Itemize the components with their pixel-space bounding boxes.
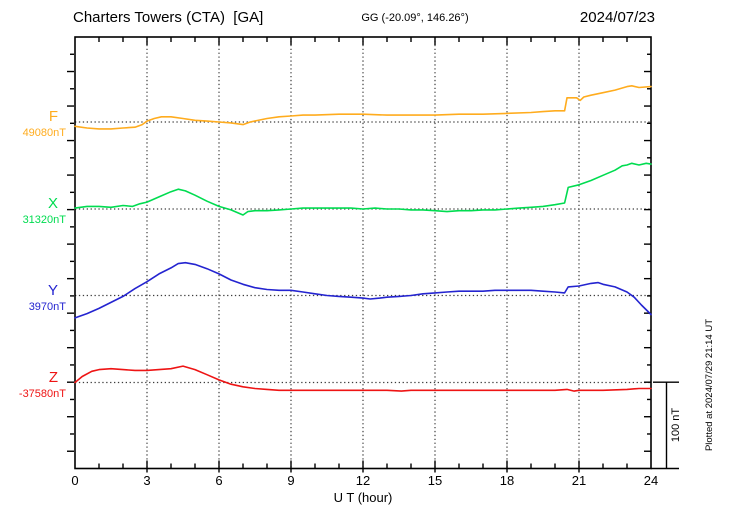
component-label-f: F 49080nT <box>23 109 66 139</box>
component-label-y: Y 3970nT <box>29 283 66 313</box>
plotted-at-timestamp: Plotted at 2024/07/29 21:14 UT <box>704 319 715 452</box>
component-label-x: X 31320nT <box>23 196 66 226</box>
component-baseline-value: 31320nT <box>22 214 66 226</box>
component-letter: F <box>48 108 58 125</box>
component-baseline-value: 49080nT <box>22 127 66 139</box>
x-axis-title: U T (hour) <box>333 490 393 505</box>
x-tick-label: 15 <box>427 473 443 488</box>
component-label-z: Z -37580nT <box>19 370 66 400</box>
geographic-coordinates: GG (-20.09°, 146.26°) <box>361 12 469 24</box>
station-title: Charters Towers (CTA) [GA] <box>73 9 264 26</box>
observation-date: 2024/07/23 <box>579 9 655 26</box>
x-tick-label: 0 <box>71 473 79 488</box>
component-baseline-value: -37580nT <box>18 387 66 400</box>
x-tick-label: 24 <box>643 473 659 488</box>
component-letter: Y <box>47 281 58 299</box>
x-tick-label: 3 <box>143 473 151 488</box>
component-baseline-value: 3970nT <box>28 300 66 313</box>
x-tick-label: 12 <box>355 473 371 488</box>
component-letter: X <box>47 195 58 212</box>
component-letter: Z <box>48 368 58 386</box>
x-tick-label: 9 <box>287 473 295 488</box>
scale-bar-label: 100 nT <box>670 407 682 443</box>
x-tick-label: 6 <box>215 473 223 488</box>
x-tick-label: 18 <box>499 473 515 488</box>
x-tick-label: 21 <box>571 473 587 488</box>
